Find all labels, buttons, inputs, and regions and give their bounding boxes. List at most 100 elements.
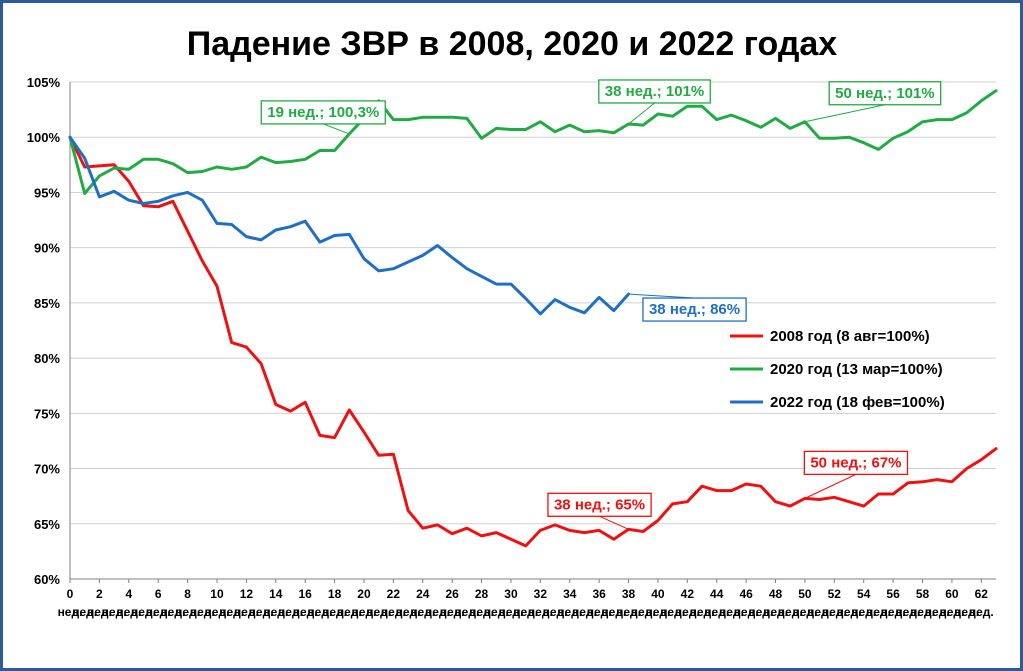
x-tick-unit: нед. [631, 605, 656, 619]
x-tick-unit: нед. [352, 605, 377, 619]
x-tick-unit: нед. [572, 605, 597, 619]
x-tick-unit: нед. [116, 605, 141, 619]
x-tick-label: 20 [357, 587, 371, 601]
annotation-box [803, 450, 909, 476]
annotation-callout: 38 нед.; 65% [547, 492, 652, 530]
x-tick-unit: нед. [719, 605, 744, 619]
annotation-callout: 19 нед.; 100,3% [260, 100, 386, 135]
x-tick-unit: нед. [205, 605, 230, 619]
annotation-callout: 38 нед.; 101% [598, 79, 711, 125]
annotation-callout: 38 нед.; 86% [628, 293, 747, 322]
x-tick-unit: нед. [234, 605, 259, 619]
x-tick-unit: нед. [690, 605, 715, 619]
x-tick-unit: нед. [851, 605, 876, 619]
x-tick-label: 30 [504, 587, 518, 601]
x-tick-label: 14 [269, 587, 283, 601]
x-tick-label: 34 [563, 587, 577, 601]
x-tick-unit: нед. [72, 605, 97, 619]
x-tick-unit: нед. [249, 605, 274, 619]
annotation-label: 38 нед.; 101% [605, 83, 704, 100]
annotation-label: 38 нед.; 86% [649, 301, 740, 318]
x-tick-unit: нед. [910, 605, 935, 619]
chart-canvas: Падение ЗВР в 2008, 2020 и 2022 годах 60… [27, 25, 998, 619]
x-tick-unit: нед. [175, 605, 200, 619]
x-tick-unit: нед. [440, 605, 465, 619]
x-tick-label: 36 [592, 587, 606, 601]
annotation-leader [323, 123, 350, 135]
x-tick-unit: нед. [734, 605, 759, 619]
x-tick-unit: нед. [881, 605, 906, 619]
x-tick-unit: нед. [263, 605, 288, 619]
x-tick-label: 4 [125, 587, 132, 601]
annotation-leader [628, 293, 695, 299]
x-tick-unit: нед. [660, 605, 685, 619]
legend: 2008 год (8 авг=100%) 2020 год (13 мар=1… [730, 328, 945, 411]
series-line-2020 [68, 89, 998, 195]
x-tick-unit: нед. [837, 605, 862, 619]
x-tick-label: 38 [622, 587, 636, 601]
x-tick-unit: нед. [322, 605, 347, 619]
x-tick-unit: нед. [601, 605, 626, 619]
x-tick-label: 22 [387, 587, 401, 601]
x-tick-unit: нед. [425, 605, 450, 619]
x-tick-unit: нед. [557, 605, 582, 619]
x-tick-unit: нед. [146, 605, 171, 619]
annotation-callout: 50 нед.; 101% [804, 81, 942, 123]
x-tick-unit: нед. [293, 605, 318, 619]
x-tick-label: 46 [739, 587, 753, 601]
annotation-label: 19 нед.; 100,3% [267, 104, 379, 121]
x-tick-unit: нед. [190, 605, 215, 619]
x-tick-label: 62 [975, 587, 989, 601]
x-tick-label: 48 [769, 587, 783, 601]
x-tick-unit: нед. [792, 605, 817, 619]
annotation-leader [599, 515, 629, 530]
x-tick-unit: нед. [645, 605, 670, 619]
y-tick-label: 100% [27, 130, 61, 145]
x-tick-label: 0 [67, 587, 74, 601]
x-tick-unit: нед. [58, 605, 83, 619]
x-tick-unit: нед. [381, 605, 406, 619]
x-tick-unit: нед. [219, 605, 244, 619]
x-tick-unit: нед. [396, 605, 421, 619]
x-tick-unit: нед. [748, 605, 773, 619]
annotation-box [547, 492, 652, 517]
annotation-leader [804, 104, 886, 123]
x-tick-label: 10 [210, 587, 224, 601]
annotations: 19 нед.; 100,3% 38 нед.; 101% 50 нед.; 101… [260, 79, 942, 530]
x-tick-unit: нед. [954, 605, 979, 619]
annotation-box [598, 79, 711, 104]
x-tick-unit: нед. [102, 605, 127, 619]
x-tick-label: 18 [328, 587, 342, 601]
x-tick-unit: нед. [969, 605, 994, 619]
annotation-box [260, 100, 386, 125]
x-axis: 0 2 4 6 8 10 12 14 16 18 20 22 24 26 28 30 32 34 36 38 40 42 4… [58, 578, 996, 619]
x-tick-label: 26 [445, 587, 459, 601]
x-tick-label: 44 [710, 587, 724, 601]
chart-title: Падение ЗВР в 2008, 2020 и 2022 годах [187, 25, 838, 63]
x-tick-label: 60 [945, 587, 959, 601]
x-tick-unit: нед. [675, 605, 700, 619]
annotation-callout: 50 нед.; 67% [803, 450, 909, 499]
series-line-2022 [68, 135, 630, 316]
x-tick-unit: нед. [337, 605, 362, 619]
annotation-label: 50 нед.; 67% [810, 454, 901, 471]
x-tick-unit: нед. [778, 605, 803, 619]
x-tick-unit: нед. [807, 605, 832, 619]
y-tick-label: 65% [34, 517, 60, 532]
y-tick-label: 70% [34, 462, 60, 477]
x-tick-unit: нед. [131, 605, 156, 619]
x-tick-label: 16 [298, 587, 312, 601]
x-tick-unit: нед. [278, 605, 303, 619]
x-tick-label: 12 [240, 587, 254, 601]
legend-label-2020: 2020 год (13 мар=100%) [770, 361, 943, 378]
x-tick-unit: нед. [307, 605, 332, 619]
annotation-box [828, 81, 942, 106]
x-tick-label: 24 [416, 587, 430, 601]
x-tick-unit: нед. [704, 605, 729, 619]
annotation-label: 50 нед.; 101% [835, 85, 934, 102]
x-tick-unit: нед. [499, 605, 524, 619]
y-tick-label: 80% [34, 351, 60, 366]
x-tick-unit: нед. [587, 605, 612, 619]
x-tick-label: 58 [916, 587, 930, 601]
